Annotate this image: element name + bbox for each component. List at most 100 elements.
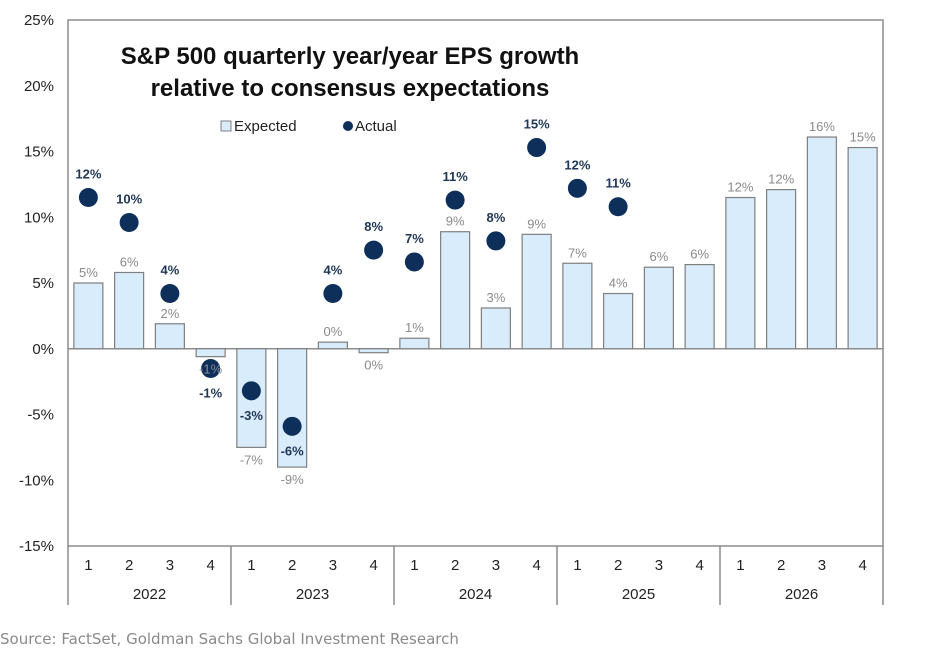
- actual-point: [608, 197, 628, 217]
- legend-expected-label: Expected: [234, 118, 297, 135]
- chart-title-line-2: relative to consensus expectations: [151, 75, 550, 102]
- expected-data-label: -1%: [199, 362, 223, 377]
- expected-bar: [603, 292, 634, 350]
- expected-data-label: 0%: [323, 324, 342, 339]
- expected-bar: [562, 262, 593, 350]
- x-tick-label: 2: [288, 557, 296, 574]
- year-label: 2025: [622, 586, 655, 603]
- actual-data-label: -1%: [199, 385, 223, 400]
- actual-point: [364, 240, 384, 260]
- y-tick-label: -10%: [19, 472, 54, 489]
- expected-data-label: 16%: [809, 119, 835, 134]
- actual-data-label: -6%: [281, 443, 305, 458]
- expected-data-label: 12%: [768, 172, 794, 187]
- actual-point: [201, 358, 221, 378]
- year-label: 2026: [785, 586, 818, 603]
- actual-point: [404, 252, 424, 272]
- expected-data-label: 7%: [568, 245, 587, 260]
- actual-point: [282, 416, 302, 436]
- x-tick-label: 1: [736, 557, 744, 574]
- x-tick-label: 1: [247, 557, 255, 574]
- expected-data-label: 9%: [527, 216, 546, 231]
- expected-bar: [399, 337, 430, 350]
- expected-bar: [114, 271, 145, 350]
- x-tick-label: 3: [329, 557, 337, 574]
- expected-data-label: 15%: [850, 130, 876, 145]
- actual-point: [241, 381, 261, 401]
- actual-point: [78, 188, 98, 208]
- x-tick-label: 1: [573, 557, 581, 574]
- expected-bar: [195, 348, 226, 358]
- expected-bar: [725, 196, 756, 350]
- expected-bar: [358, 348, 389, 354]
- expected-bar: [480, 307, 511, 350]
- x-tick-label: 2: [614, 557, 622, 574]
- actual-data-label: -3%: [240, 408, 264, 423]
- expected-bar: [277, 348, 308, 468]
- actual-point: [527, 138, 547, 158]
- expected-data-label: -7%: [240, 452, 264, 467]
- legend-actual-label: Actual: [355, 118, 397, 135]
- chart-title-line-1: S&P 500 quarterly year/year EPS growth: [121, 43, 579, 70]
- actual-data-label: 11%: [442, 169, 468, 184]
- x-tick-label: 2: [451, 557, 459, 574]
- y-tick-label: 20%: [24, 78, 54, 95]
- actual-data-label: 12%: [75, 167, 101, 182]
- legend-actual-marker: [343, 121, 353, 131]
- actual-data-label: 15%: [524, 117, 550, 132]
- expected-data-label: 12%: [727, 180, 753, 195]
- x-tick-label: 4: [532, 557, 540, 574]
- y-tick-label: 10%: [24, 209, 54, 226]
- actual-data-label: 4%: [323, 263, 342, 278]
- actual-data-label: 7%: [405, 231, 424, 246]
- x-tick-label: 4: [206, 557, 214, 574]
- expected-data-label: -9%: [281, 472, 305, 487]
- actual-data-label: 11%: [605, 176, 631, 191]
- expected-bar: [521, 233, 552, 350]
- expected-data-label: 1%: [405, 320, 424, 335]
- y-tick-label: 25%: [24, 12, 54, 29]
- y-tick-label: 0%: [32, 341, 54, 358]
- expected-bar: [154, 323, 185, 350]
- x-tick-label: 1: [410, 557, 418, 574]
- expected-data-label: 4%: [609, 276, 628, 291]
- expected-data-label: 9%: [446, 214, 465, 229]
- expected-data-label: 6%: [120, 254, 139, 269]
- expected-data-label: 6%: [690, 247, 709, 262]
- x-tick-label: 4: [858, 557, 866, 574]
- y-tick-label: -5%: [27, 407, 54, 424]
- expected-bar: [847, 146, 878, 350]
- expected-data-label: 6%: [649, 249, 668, 264]
- expected-data-label: 5%: [79, 265, 98, 280]
- expected-data-label: 0%: [364, 358, 383, 373]
- year-label: 2024: [459, 586, 492, 603]
- expected-bar: [73, 282, 104, 350]
- expected-data-label: 3%: [486, 290, 505, 305]
- y-tick-label: 15%: [24, 144, 54, 161]
- x-tick-label: 1: [84, 557, 92, 574]
- actual-data-label: 8%: [486, 210, 505, 225]
- expected-bar: [317, 341, 348, 350]
- legend: Expected Actual: [220, 118, 397, 135]
- actual-point: [445, 190, 465, 210]
- expected-bar: [440, 231, 471, 350]
- actual-data-label: 4%: [160, 263, 179, 278]
- expected-bar: [643, 266, 674, 350]
- legend-expected-swatch: [220, 120, 232, 132]
- actual-point: [567, 178, 587, 198]
- actual-point: [323, 284, 343, 304]
- actual-data-label: 10%: [116, 192, 142, 207]
- x-tick-label: 3: [166, 557, 174, 574]
- source-note: Source: FactSet, Goldman Sachs Global In…: [0, 630, 459, 648]
- expected-bar: [806, 136, 837, 350]
- actual-point: [486, 231, 506, 251]
- actual-data-label: 12%: [564, 157, 590, 172]
- x-tick-label: 3: [492, 557, 500, 574]
- x-tick-label: 4: [695, 557, 703, 574]
- year-label: 2022: [133, 586, 166, 603]
- x-tick-label: 3: [655, 557, 663, 574]
- actual-point: [160, 284, 180, 304]
- actual-data-label: 8%: [364, 219, 383, 234]
- plot-frame: [67, 19, 884, 547]
- x-tick-label: 4: [369, 557, 377, 574]
